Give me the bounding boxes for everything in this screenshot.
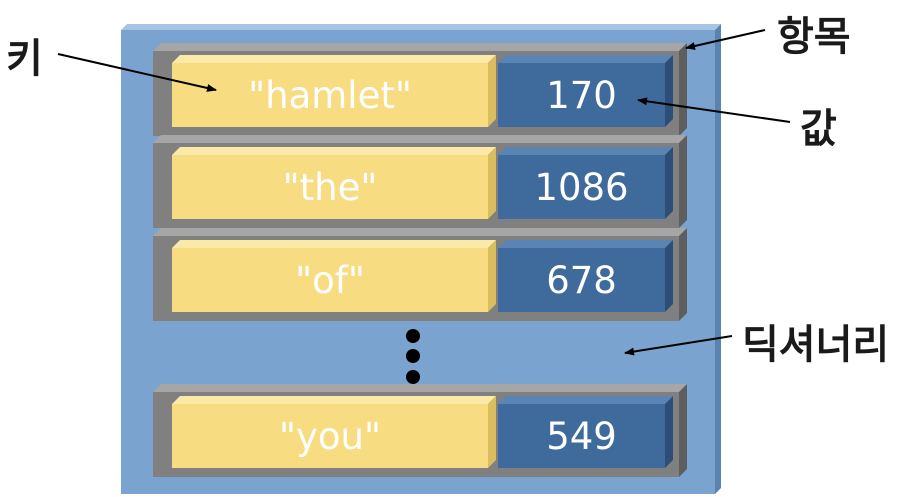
entry-key-text: "of"	[295, 259, 365, 302]
value-box-side	[665, 55, 673, 127]
value-box-top	[498, 396, 673, 404]
key-box-side	[488, 55, 496, 127]
entry-frame-top	[153, 228, 687, 236]
dictionary-label: 딕셔너리	[742, 322, 889, 368]
key-label: 키	[6, 36, 43, 82]
entry-key-text: "you"	[279, 415, 381, 458]
entry-frame-top	[153, 135, 687, 143]
entry-key-text: "hamlet"	[248, 74, 412, 117]
value-box-top	[498, 240, 673, 248]
dictionary-entry: "the" 1086	[153, 135, 687, 228]
entry-frame-top	[153, 43, 687, 51]
ellipsis-dot	[406, 349, 420, 363]
value-box-side	[665, 240, 673, 312]
entry-frame-side	[679, 135, 687, 228]
key-box-top	[172, 396, 496, 404]
value-box-side	[665, 147, 673, 219]
ellipsis-dot	[406, 370, 420, 384]
entry-value-text: 549	[546, 415, 617, 458]
value-box-side	[665, 396, 673, 468]
entry-label: 항목	[777, 14, 851, 60]
dictionary-entry: "you" 549	[153, 384, 687, 477]
entry-frame-top	[153, 384, 687, 392]
key-box-side	[488, 240, 496, 312]
ellipsis-dots	[406, 329, 420, 384]
key-box-side	[488, 396, 496, 468]
dictionary-entry: "of" 678	[153, 228, 687, 321]
dictionary-entry: "hamlet" 170	[153, 43, 687, 136]
entry-frame-side	[679, 43, 687, 136]
entries-group: "hamlet" 170 "the" 1086 "of" 678 "you" 549	[153, 43, 687, 477]
value-box-top	[498, 55, 673, 63]
value-label: 값	[800, 106, 837, 152]
entry-value-text: 1086	[534, 166, 628, 209]
entry-frame-side	[679, 228, 687, 321]
key-box-side	[488, 147, 496, 219]
entry-value-text: 678	[546, 259, 617, 302]
ellipsis-dot	[406, 329, 420, 343]
value-box-top	[498, 147, 673, 155]
key-box-top	[172, 55, 496, 63]
key-box-top	[172, 240, 496, 248]
entry-value-text: 170	[546, 74, 617, 117]
entry-key-text: "the"	[283, 166, 378, 209]
key-box-top	[172, 147, 496, 155]
entry-frame-side	[679, 384, 687, 477]
